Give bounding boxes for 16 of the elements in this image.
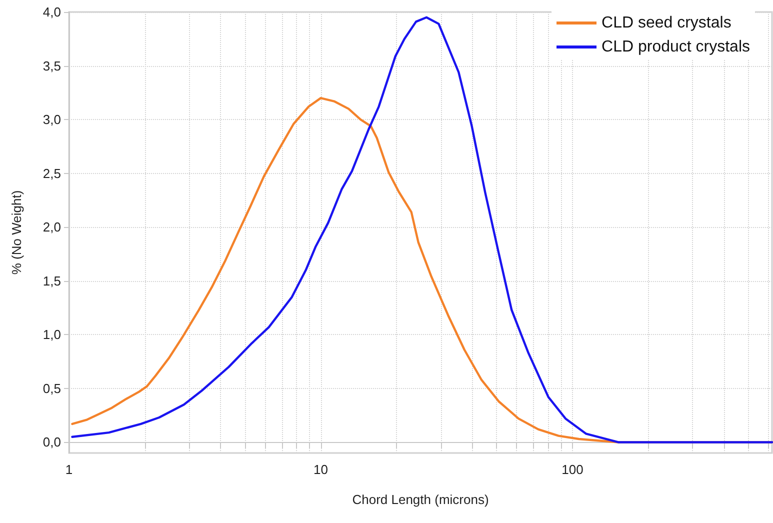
legend-label: CLD product crystals xyxy=(602,38,750,56)
y-tick-label: 1,0 xyxy=(42,327,61,342)
y-tick-label: 0,0 xyxy=(42,434,61,450)
y-tick-label: 4,0 xyxy=(42,4,61,20)
y-tick-label: 2,0 xyxy=(42,220,61,235)
y-tick-label: 2,5 xyxy=(42,166,61,181)
legend-label: CLD seed crystals xyxy=(602,14,732,32)
y-tick-label: 3,5 xyxy=(42,58,61,74)
y-tick-label: 0,5 xyxy=(42,380,61,396)
x-tick-label: 10 xyxy=(314,462,328,477)
y-tick-label: 1,5 xyxy=(42,273,61,288)
x-axis-title: Chord Length (microns) xyxy=(352,492,489,507)
y-tick-label: 3,0 xyxy=(42,112,61,128)
x-tick-label: 1 xyxy=(65,462,73,477)
x-tick-label: 100 xyxy=(562,462,584,477)
y-axis-title: % (No Weight) xyxy=(9,190,24,275)
